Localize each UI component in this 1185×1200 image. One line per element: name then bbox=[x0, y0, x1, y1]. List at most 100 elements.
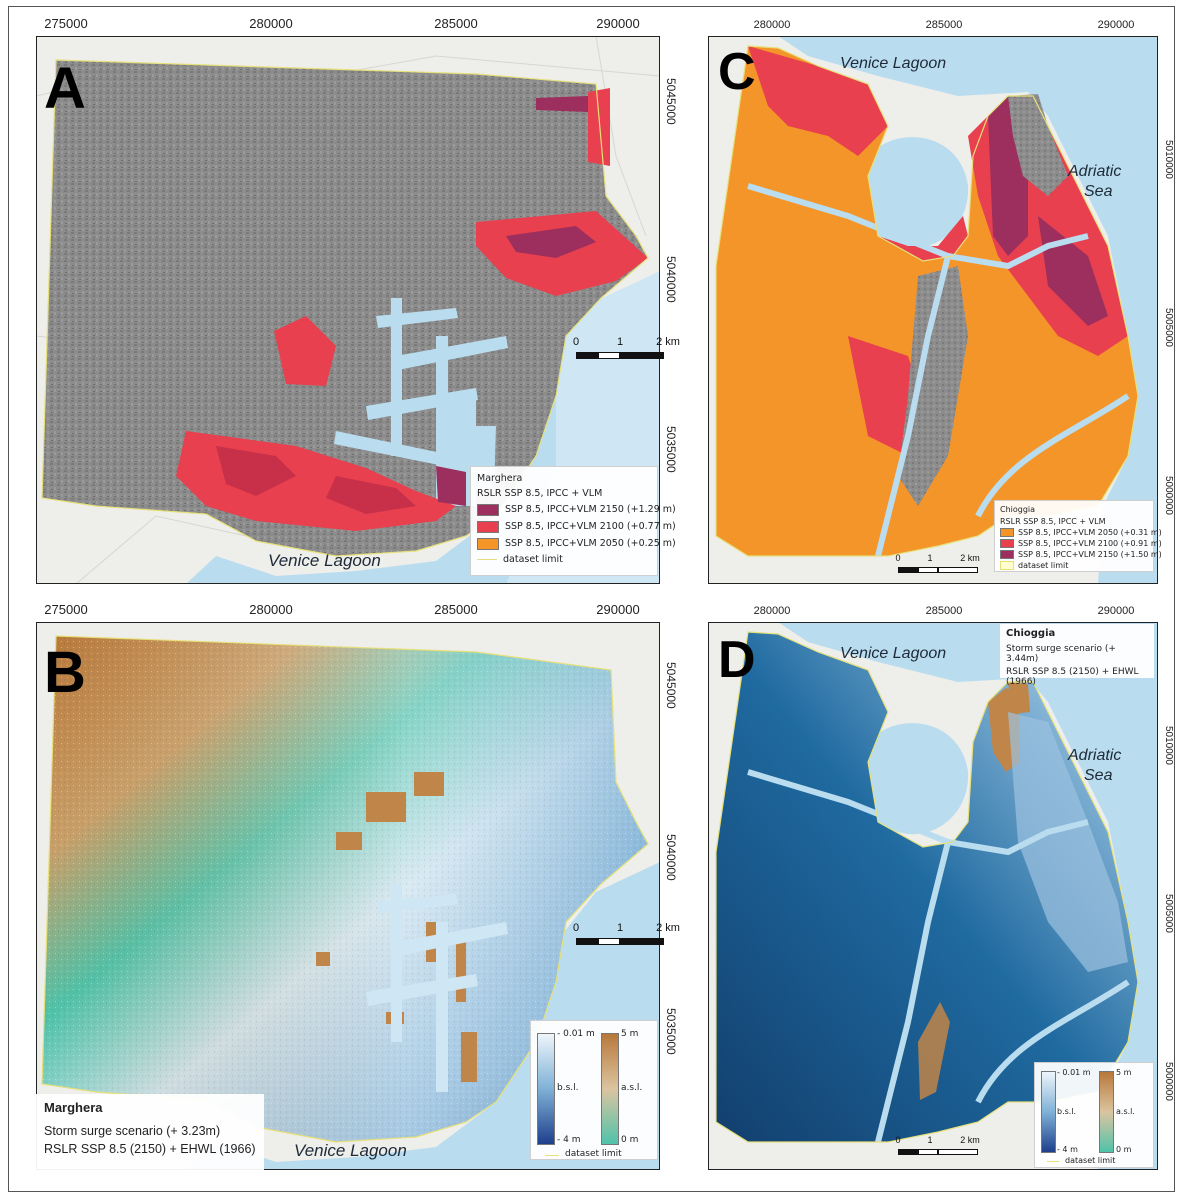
place-label-adriatic: Adriatic bbox=[1068, 747, 1122, 764]
legend-title: Marghera bbox=[477, 472, 523, 484]
info-box: Marghera Storm surge scenario (+ 3.23m) … bbox=[36, 1094, 264, 1170]
scale-label: 0 bbox=[895, 553, 901, 563]
bsl-colorbar bbox=[537, 1033, 555, 1145]
legend-item: SSP 8.5, IPCC+VLM 2150 (+1.50 m) bbox=[1000, 549, 1162, 560]
y-tick: 5000000 bbox=[1163, 476, 1174, 515]
dataset-limit-line bbox=[41, 59, 649, 557]
place-label-venice-lagoon: Venice Lagoon bbox=[268, 551, 381, 570]
scale-label: 1 bbox=[927, 553, 933, 563]
y-tick: 5045000 bbox=[664, 662, 678, 709]
place-label-venice-lagoon: Venice Lagoon bbox=[840, 645, 947, 662]
scale-bar: 0 1 2 km bbox=[895, 1134, 982, 1164]
dataset-limit-line bbox=[715, 631, 1139, 1143]
info-title: Marghera bbox=[44, 1100, 103, 1115]
y-tick: 5040000 bbox=[664, 256, 678, 303]
legend: Marghera RSLR SSP 8.5, IPCC + VLM SSP 8.… bbox=[470, 466, 676, 576]
legend-item: SSP 8.5, IPCC+VLM 2100 (+0.77 m) bbox=[477, 518, 676, 535]
dataset-limit-swatch bbox=[545, 1155, 559, 1156]
bsl-top-label: - 0.01 m bbox=[557, 1029, 595, 1039]
asl-colorbar bbox=[1099, 1071, 1114, 1153]
legend-subtitle: RSLR SSP 8.5, IPCC + VLM bbox=[1000, 516, 1106, 526]
panel-b-map bbox=[36, 622, 660, 1170]
elevation-legend: - 0.01 m b.s.l. - 4 m 5 m a.s.l. 0 m dat… bbox=[1034, 1062, 1154, 1168]
shallow-zone bbox=[1008, 712, 1128, 972]
urban-gray bbox=[1008, 94, 1068, 196]
channels bbox=[747, 769, 1130, 1143]
legend-item: dataset limit bbox=[477, 552, 651, 566]
legend-item: SSP 8.5, IPCC+VLM 2100 (+0.91 m) bbox=[1000, 538, 1162, 549]
asl-top-label: 5 m bbox=[1116, 1068, 1132, 1077]
figure-frame bbox=[8, 6, 1175, 1192]
panel-letter: A bbox=[44, 56, 86, 121]
legend-subtitle: RSLR SSP 8.5, IPCC + VLM bbox=[477, 487, 603, 499]
lagoon-basin bbox=[858, 723, 969, 835]
legend-item-label: SSP 8.5, IPCC+VLM 2050 (+0.25 m) bbox=[505, 538, 676, 549]
x-tick: 275000 bbox=[44, 16, 88, 31]
x-tick: 285000 bbox=[434, 16, 478, 31]
panel-b-marghera-storm-surge: B 275000 280000 285000 290000 5045000 50… bbox=[36, 602, 680, 1170]
y-tick: 5035000 bbox=[664, 1008, 678, 1055]
panel-letter: D bbox=[718, 631, 756, 689]
dataset-limit-label: dataset limit bbox=[1065, 1156, 1116, 1165]
legend-item-label: dataset limit bbox=[1018, 561, 1069, 570]
scale-label: 1 bbox=[616, 922, 624, 934]
dataset-limit-swatch bbox=[1047, 1161, 1059, 1162]
y-tick: 5005000 bbox=[1163, 894, 1174, 933]
bsl-colorbar bbox=[1041, 1071, 1056, 1153]
place-label-adriatic: Adriatic bbox=[1068, 163, 1122, 180]
legend-item: SSP 8.5, IPCC+VLM 2150 (+1.29 m) bbox=[477, 501, 676, 518]
bsl-bottom-label: - 4 m bbox=[1057, 1145, 1078, 1154]
legend-item-label: dataset limit bbox=[503, 553, 563, 565]
dataset-limit-label: dataset limit bbox=[565, 1149, 622, 1159]
bsl-mid-label: b.s.l. bbox=[1057, 1107, 1077, 1116]
info-line: RSLR SSP 8.5 (2150) + EHWL (1966) bbox=[44, 1142, 256, 1156]
legend-title: Chioggia bbox=[1000, 505, 1036, 514]
panel-d-chioggia-storm-surge: D 280000 285000 290000 5010000 5005000 5… bbox=[708, 605, 1174, 1170]
info-line: RSLR SSP 8.5 (2150) + EHWL (1966) bbox=[1006, 667, 1139, 687]
y-tick: 5035000 bbox=[664, 426, 678, 473]
asl-mid-label: a.s.l. bbox=[621, 1083, 643, 1093]
elevation-legend: - 0.01 m b.s.l. - 4 m 5 m a.s.l. 0 m dat… bbox=[530, 1020, 658, 1160]
y-tick: 5000000 bbox=[1163, 1062, 1174, 1101]
x-tick: 290000 bbox=[1097, 605, 1135, 617]
scale-bar: 0 1 2 km bbox=[572, 336, 680, 368]
x-tick: 280000 bbox=[753, 19, 791, 31]
y-tick: 5040000 bbox=[664, 834, 678, 881]
panel-c-map bbox=[708, 36, 1158, 584]
elevated-urban-blocks bbox=[316, 772, 477, 1082]
info-box: Chioggia Storm surge scenario (+ 3.44m) … bbox=[1000, 624, 1154, 687]
scale-label: 0 bbox=[895, 1135, 901, 1145]
legend: Chioggia RSLR SSP 8.5, IPCC + VLM SSP 8.… bbox=[994, 500, 1162, 572]
scale-label: 1 bbox=[616, 336, 624, 348]
legend-item-label: SSP 8.5, IPCC+VLM 2100 (+0.77 m) bbox=[505, 521, 676, 532]
legend-item-label: SSP 8.5, IPCC+VLM 2100 (+0.91 m) bbox=[1018, 539, 1162, 548]
y-tick: 5010000 bbox=[1163, 140, 1174, 179]
legend-item: SSP 8.5, IPCC+VLM 2050 (+0.31 m) bbox=[1000, 527, 1162, 538]
panel-letter: C bbox=[718, 43, 756, 101]
info-title: Chioggia bbox=[1006, 628, 1056, 639]
study-area-gray bbox=[42, 60, 648, 556]
scale-bar: 0 1 2 km bbox=[572, 922, 680, 954]
flood-2150 bbox=[176, 88, 648, 531]
bsl-top-label: - 0.01 m bbox=[1057, 1068, 1091, 1077]
panel-c-chioggia-rslr: C 280000 285000 290000 5010000 5005000 5… bbox=[708, 19, 1174, 584]
legend-item: dataset limit bbox=[1000, 560, 1148, 571]
x-tick: 280000 bbox=[753, 605, 791, 617]
asl-top-label: 5 m bbox=[621, 1029, 639, 1039]
scale-label: 0 bbox=[572, 336, 580, 348]
port-canals bbox=[366, 884, 508, 1092]
scale-bar: 0 1 2 km bbox=[895, 552, 982, 582]
asl-bottom-label: 0 m bbox=[621, 1135, 639, 1145]
place-label-venice-lagoon: Venice Lagoon bbox=[840, 55, 947, 72]
x-tick: 290000 bbox=[596, 602, 640, 617]
lagoon-basin bbox=[858, 137, 969, 249]
urban-gray-south bbox=[898, 266, 968, 506]
scale-label: 0 bbox=[572, 922, 580, 934]
place-label-venice-lagoon: Venice Lagoon bbox=[294, 1141, 407, 1160]
panel-letter: B bbox=[44, 640, 86, 705]
scale-label: 2 km bbox=[960, 553, 980, 563]
dataset-limit-line bbox=[715, 45, 1139, 557]
x-tick: 290000 bbox=[596, 16, 640, 31]
scale-label: 2 km bbox=[656, 336, 680, 348]
asl-mid-label: a.s.l. bbox=[1116, 1107, 1135, 1116]
